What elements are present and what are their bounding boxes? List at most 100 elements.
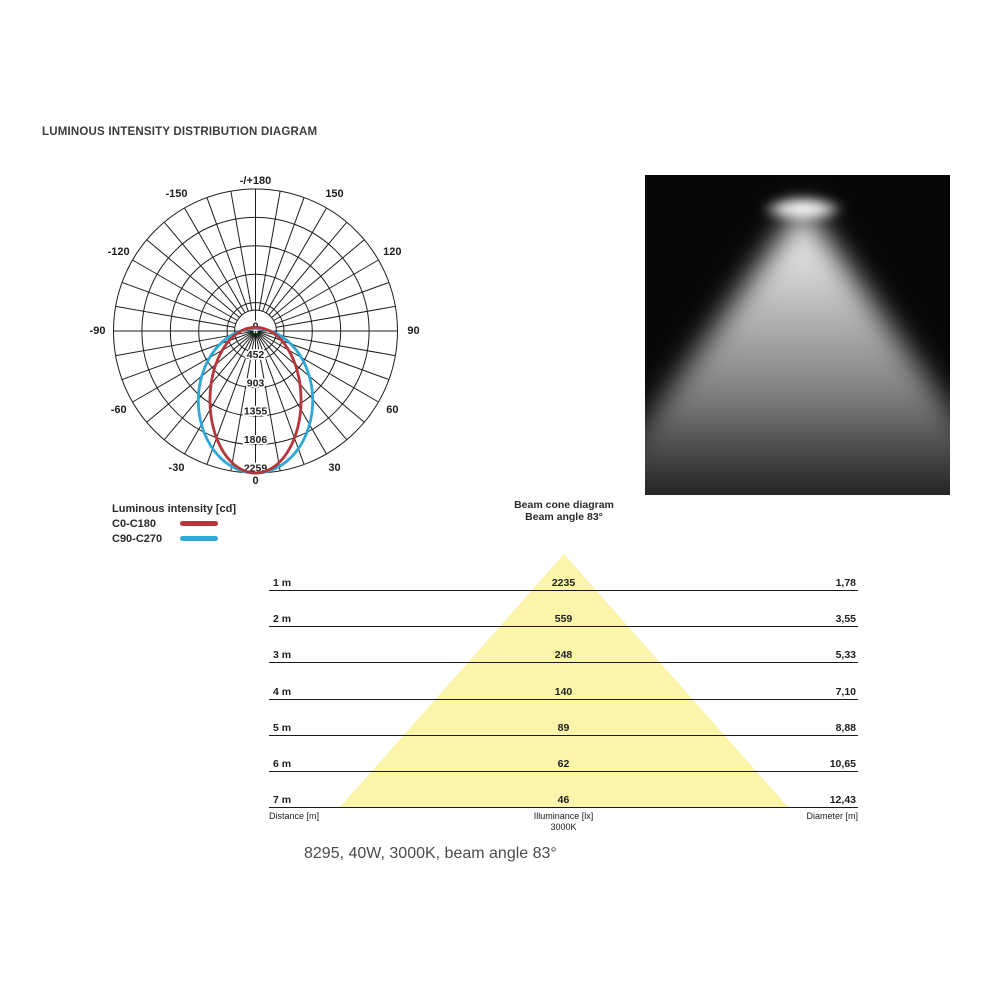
polar-grid-spoke [206,197,249,312]
row-illuminance: 248 [554,649,573,662]
polar-chart-svg: -/+1801501209060300-30-60-90-120-1500452… [90,175,420,487]
footer-illuminance-label: Illuminance [lx] [533,811,594,821]
beam-table-row: 2 m 559 3,55 [269,611,858,628]
beam-table-row: 5 m 89 8,88 [269,720,858,736]
beam-table-row: 1 m 2235 1,78 [269,575,858,591]
row-illuminance: 46 [557,794,570,807]
polar-grid-spoke [271,239,365,318]
polar-grid-spoke [146,239,240,318]
polar-angle-label: -/+180 [240,175,272,187]
row-distance: 4 m [273,685,292,698]
footer-distance: Distance [m] [269,811,320,821]
row-diameter: 10,65 [829,757,856,770]
row-diameter: 8,88 [835,721,856,734]
polar-radial-tick-label: 1355 [244,406,268,418]
polar-radial-tick-label: 1806 [244,434,268,446]
row-distance: 7 m [273,794,292,807]
polar-angle-label: 0 [252,475,258,487]
polar-angle-label: 30 [328,462,340,474]
polar-grid-spoke [115,305,235,328]
row-diameter: 12,43 [829,794,856,807]
polar-curve-c0-c180 [208,325,303,475]
row-illuminance: 89 [557,721,570,734]
row-illuminance: 559 [554,613,573,626]
polar-grid-spoke [132,331,254,403]
polar-grid-spoke [276,305,396,328]
polar-angle-label: -150 [165,188,187,200]
beam-table-row: 7 m 46 12,43 [269,792,858,809]
polar-angle-label: -90 [90,325,106,337]
beam-photo-svg [560,175,1000,540]
row-distance: 2 m [273,613,292,626]
beam-cone-heading: Beam cone diagram Beam angle 83° [414,499,714,523]
polar-grid-spoke [184,207,246,314]
row-distance: 6 m [273,757,292,770]
row-distance: 3 m [273,649,292,662]
cone-shape [340,554,788,807]
polar-angle-label: -30 [169,462,185,474]
row-diameter: 7,10 [835,685,856,698]
polar-grid-spoke [262,197,305,312]
polar-grid-spoke [257,331,379,403]
polar-grid-spoke [230,333,256,471]
polar-angle-label: 120 [383,246,401,258]
legend-row-c0: C0-C180 [112,516,236,531]
polar-angle-label: -60 [111,404,127,416]
polar-grid-spoke [184,332,255,455]
row-diameter: 5,33 [835,649,856,662]
polar-grid-spoke [163,332,255,441]
row-illuminance: 2235 [551,577,576,589]
polar-grid-spoke [163,221,243,316]
polar-grid-spoke [273,259,379,321]
polar-grid-spoke [265,207,327,314]
polar-grid-spoke [255,333,281,471]
polar-angle-label: 150 [325,188,343,200]
polar-grid-spoke [256,332,327,455]
polar-grid-spoke [230,191,253,311]
row-diameter: 3,55 [835,613,856,626]
beam-hotspot [761,196,845,222]
polar-grid-spoke [121,281,236,325]
polar-grid-spoke [256,332,348,441]
row-illuminance: 140 [554,685,573,698]
beam-table-row: 6 m 62 10,65 [269,756,858,772]
footer-cct: 3000K [550,821,577,832]
beam-cone-table: 1 m 2235 1,78 2 m 559 3,55 3 m 248 5,33 4 m 140 7,1… [269,552,858,809]
polar-grid-spoke [275,281,390,325]
beam-cone-subtitle: Beam angle 83° [525,511,603,523]
beam-cone-title: Beam cone diagram [514,499,614,511]
row-distance: 5 m [273,721,292,734]
row-diameter: 1,78 [835,577,856,589]
legend-row-c90: C90-C270 [112,531,236,546]
legend-swatch-blue-line [180,536,218,541]
polar-grid-spoke [255,333,305,465]
legend-swatch-red-line [180,521,218,526]
beam-photo [560,175,1000,540]
polar-radial-tick-label: 903 [247,377,265,389]
polar-legend: Luminous intensity [cd] C0-C180 C90-C270 [112,503,236,546]
beam-cone-triangle [340,554,788,807]
legend-title: Luminous intensity [cd] [112,503,237,515]
footer-diameter: Diameter [m] [806,811,858,821]
polar-grid-spoke [132,259,238,321]
polar-chart: -/+180 150 120 90 60 30 0 -30 -60 -90 -120 -150 0 452… [60,168,452,500]
polar-grid-spoke [268,221,348,316]
row-illuminance: 62 [557,757,570,770]
legend-label-c0-c180: C0-C180 [112,517,157,530]
polar-angle-label: -120 [108,246,130,258]
legend-label-c90-c270: C90-C270 [112,532,163,545]
row-distance: 1 m [273,577,292,589]
product-caption: 8295, 40W, 3000K, beam angle 83° [304,845,557,862]
beam-table-row: 3 m 248 5,33 [269,647,858,664]
footer-illuminance: Illuminance [lx] 3000K [399,811,728,832]
polar-radial-tick-label: 452 [247,349,265,361]
polar-angle-label: 60 [386,404,398,416]
polar-grid-spoke [206,333,256,465]
polar-angle-label: 90 [407,325,419,337]
polar-grid-spoke [258,191,281,311]
page-title: LUMINOUS INTENSITY DISTRIBUTION DIAGRAM [42,126,318,138]
beam-table-row: 4 m 140 7,10 [269,684,858,700]
beam-cone-table-footer: Distance [m] Illuminance [lx] 3000K Diam… [269,811,858,832]
beam-cone-glow [560,205,1000,540]
